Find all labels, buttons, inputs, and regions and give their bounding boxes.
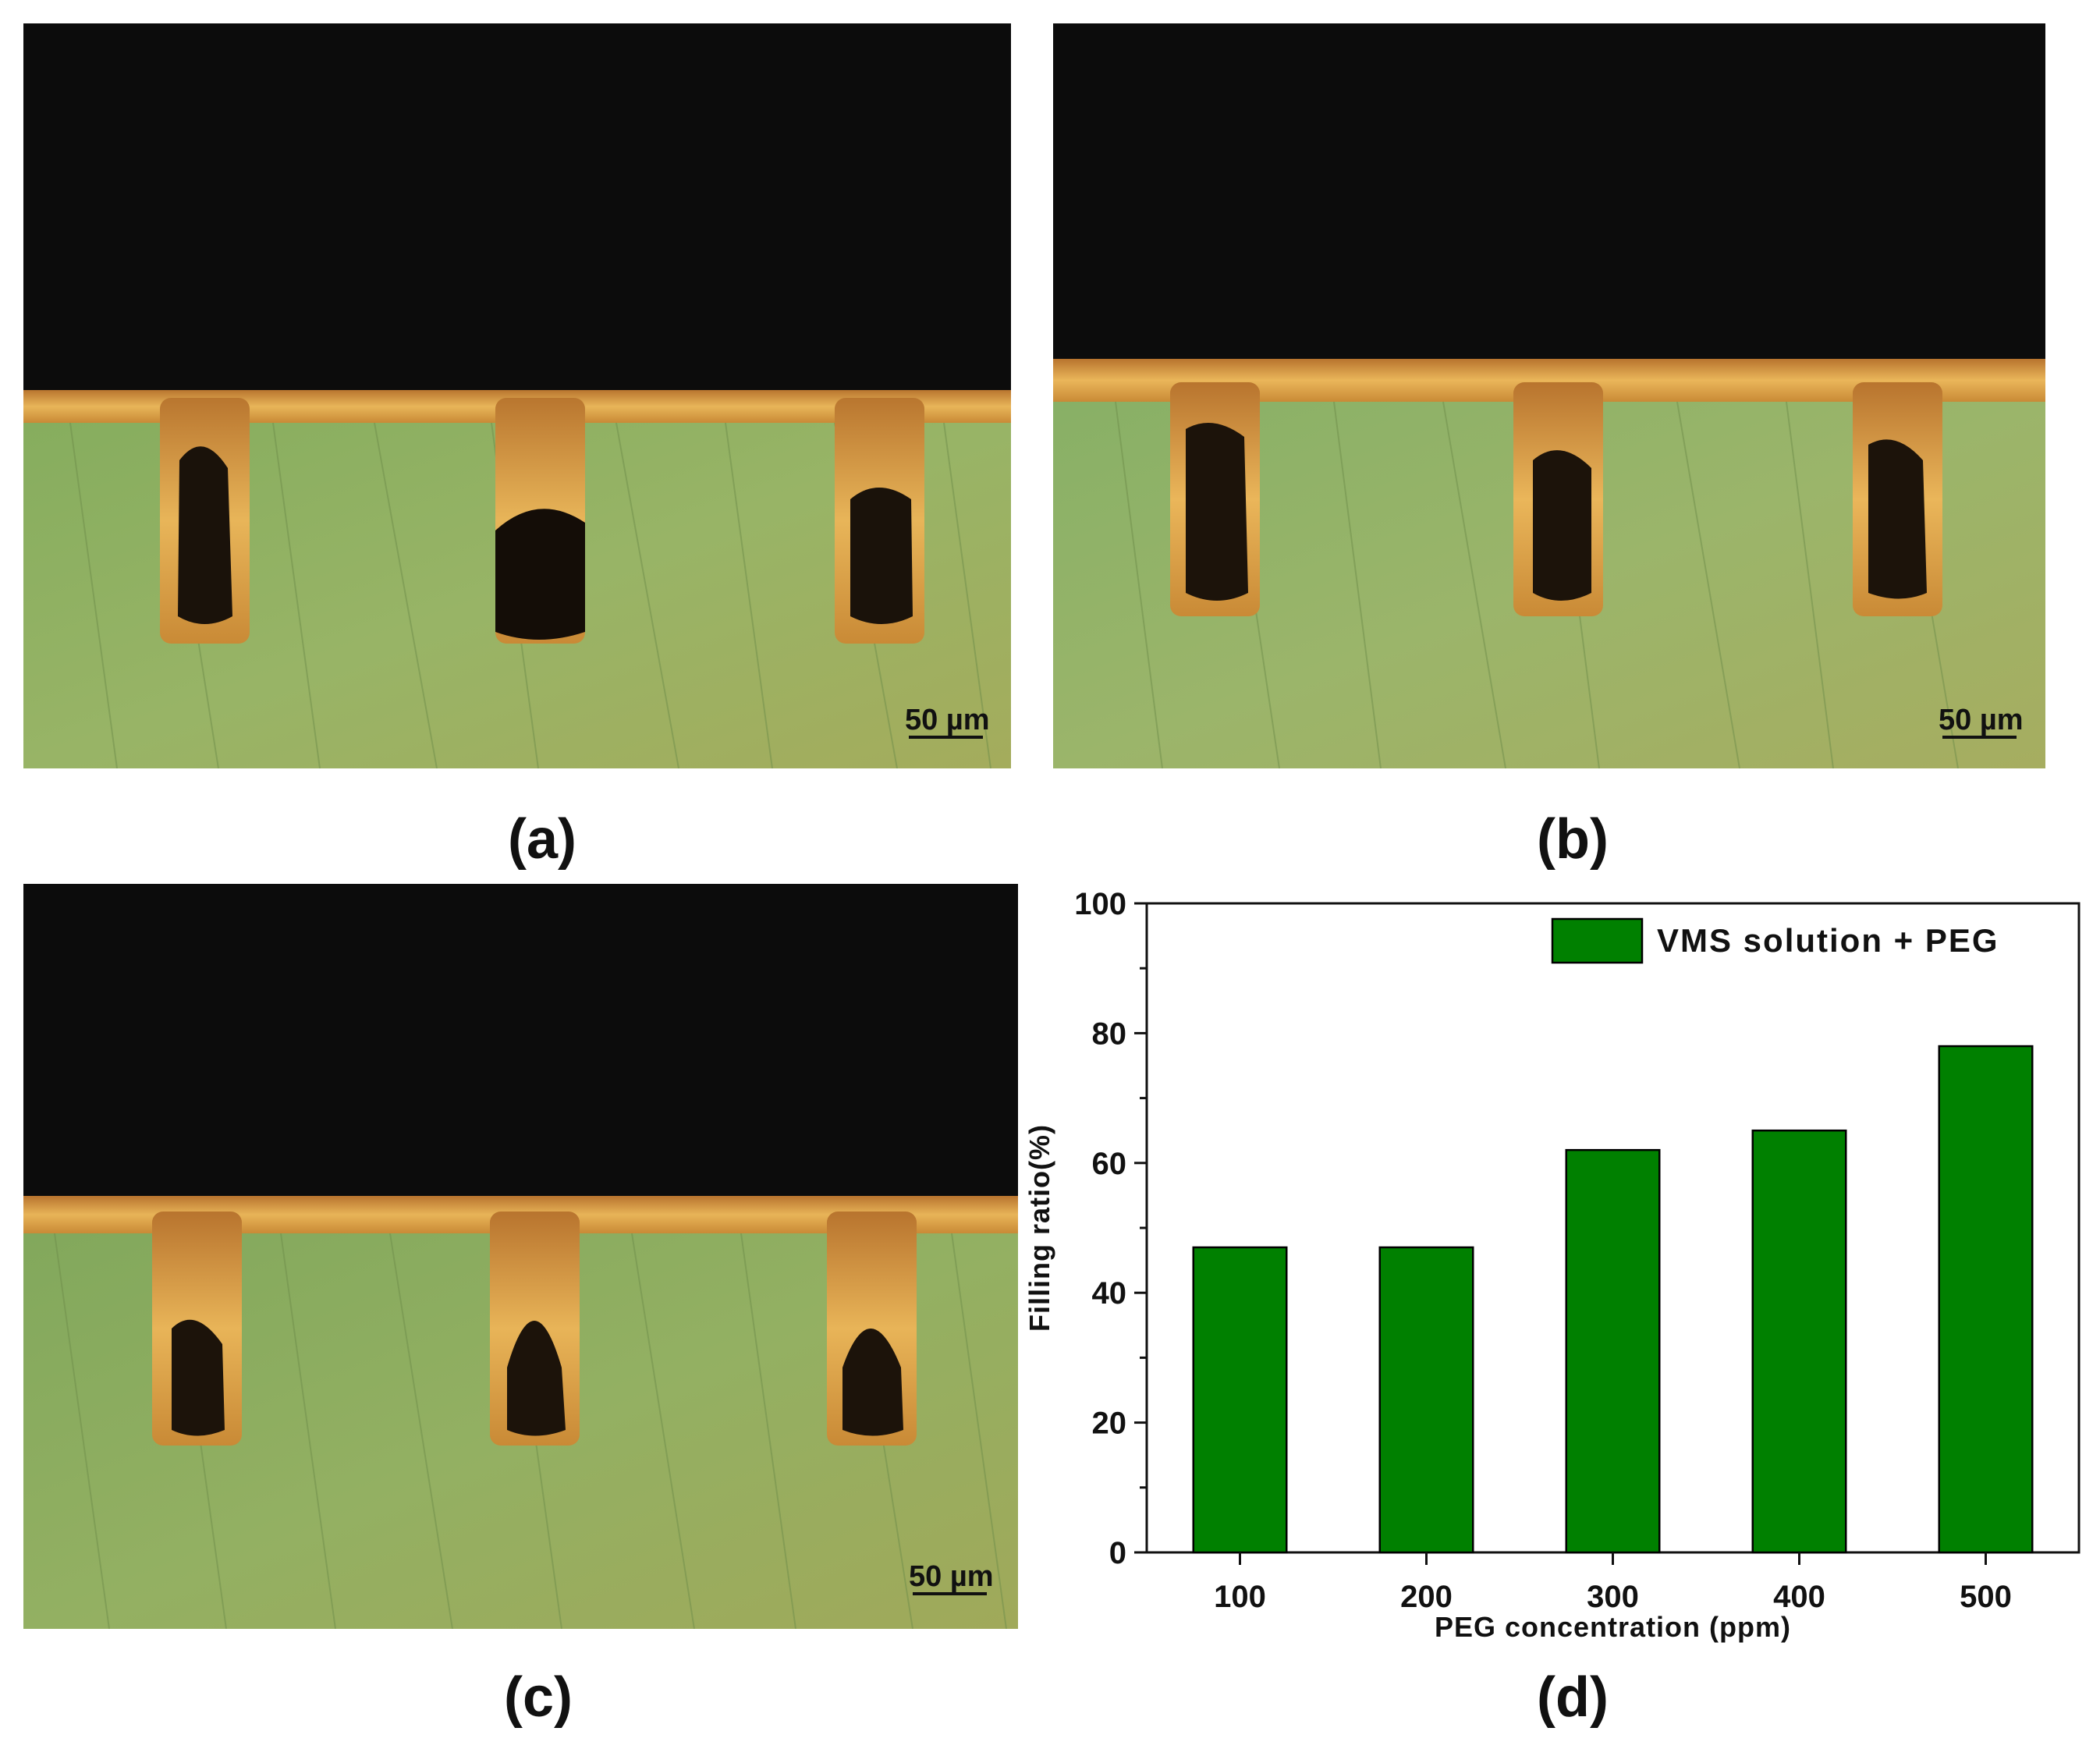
trench-group-b xyxy=(1170,382,1942,616)
bar-500 xyxy=(1938,1045,2034,1554)
micrograph-c: 50 µm xyxy=(23,884,1018,1629)
trench-group-a xyxy=(160,398,924,644)
bar-200 xyxy=(1378,1246,1474,1554)
y-tick-label-80: 80 xyxy=(1092,1016,1127,1051)
panel-label-d: (d) xyxy=(1537,1666,1609,1729)
y-axis-label: Filling ratio(%) xyxy=(1023,1124,1055,1332)
y-tick-label-60: 60 xyxy=(1092,1147,1127,1181)
bar-300 xyxy=(1565,1148,1661,1554)
x-tick-label-300: 300 xyxy=(1587,1580,1639,1614)
scale-bar-label-c: 50 µm xyxy=(909,1560,994,1593)
x-tick-label-200: 200 xyxy=(1400,1580,1453,1614)
micrograph-b: 50 µm xyxy=(1053,23,2045,768)
scale-bar-label-b: 50 µm xyxy=(1939,704,2024,736)
legend-label: VMS solution + PEG xyxy=(1657,922,1999,959)
micrograph-b-image: 50 µm xyxy=(1053,23,2045,768)
bar-400 xyxy=(1751,1129,1847,1554)
y-tick-label-20: 20 xyxy=(1092,1407,1127,1441)
y-tick-label-40: 40 xyxy=(1092,1276,1127,1311)
scale-bar-label-a: 50 µm xyxy=(905,704,990,736)
x-tick-label-500: 500 xyxy=(1960,1580,2012,1614)
x-tick-label-100: 100 xyxy=(1214,1580,1266,1614)
panel-label-a: (a) xyxy=(508,808,576,871)
legend-swatch xyxy=(1551,917,1644,964)
bar-chart: 0 20 40 60 80 100 100 200 300 400 500 VMS solution… xyxy=(1023,887,2080,1643)
micrograph-c-image: 50 µm xyxy=(23,884,1018,1629)
y-tick-label-100: 100 xyxy=(1074,887,1126,921)
bar-100 xyxy=(1192,1246,1288,1554)
chart-d: 0 20 40 60 80 100 100 200 300 400 500 VMS solution… xyxy=(1022,866,2100,1662)
y-tick-label-0: 0 xyxy=(1109,1536,1126,1570)
micrograph-a-image: 50 µm xyxy=(23,23,1011,768)
x-axis-label: PEG concentration (ppm) xyxy=(1435,1611,1791,1643)
panel-label-c: (c) xyxy=(504,1666,573,1729)
micrograph-a: 50 µm xyxy=(23,23,1011,768)
x-tick-label-400: 400 xyxy=(1773,1580,1825,1614)
trench-group-c xyxy=(152,1212,917,1446)
panel-label-b: (b) xyxy=(1537,808,1609,871)
